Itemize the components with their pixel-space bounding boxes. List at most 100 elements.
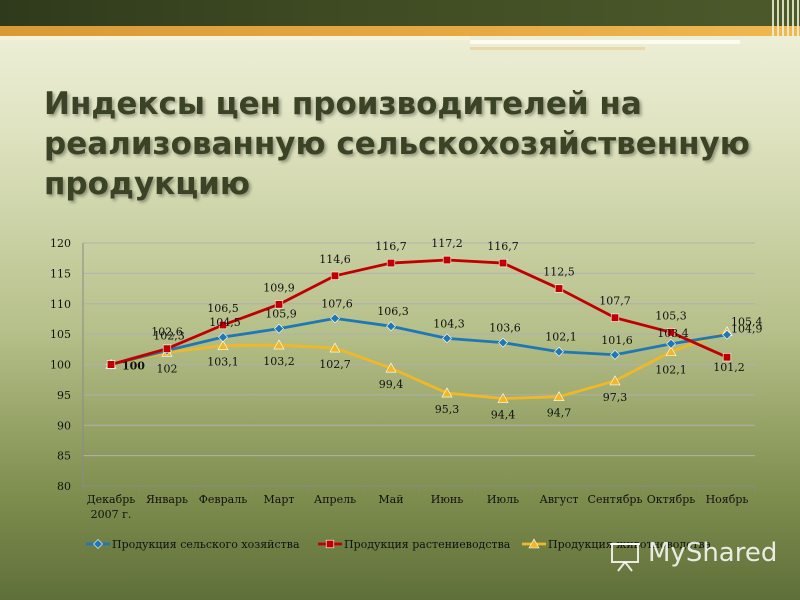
- y-tick-label: 85: [57, 450, 71, 463]
- slide-title: Индексы цен производителей на реализован…: [44, 86, 750, 202]
- point-marker: [93, 539, 103, 549]
- x-tick-label: Октябрь: [647, 493, 696, 506]
- data-label: 117,2: [431, 237, 463, 250]
- point-marker: [329, 342, 341, 353]
- data-label: 101,2: [713, 361, 745, 374]
- point-marker: [162, 344, 172, 353]
- watermark-logo: MyShared: [608, 536, 788, 572]
- data-label: 102,3: [153, 330, 185, 343]
- point-marker: [386, 258, 396, 268]
- y-tick-label: 100: [50, 359, 71, 372]
- x-tick-label: Ноябрь: [706, 493, 749, 506]
- data-label: 104,5: [209, 316, 241, 329]
- data-label: 99,4: [379, 378, 404, 391]
- chart-axes: 80 85 90 95 100 105 110 115 120 Декабрь 2007 г. Янв…: [50, 237, 756, 521]
- data-label: 109,9: [263, 281, 295, 294]
- point-marker: [218, 320, 228, 330]
- chart-series: [105, 255, 733, 403]
- data-label: 103,6: [489, 322, 521, 335]
- y-tick-label: 105: [50, 328, 71, 341]
- point-marker: [666, 328, 676, 337]
- header-stripe: [470, 40, 740, 44]
- x-tick-label: Июль: [487, 493, 519, 506]
- y-tick-label: 90: [57, 419, 71, 432]
- point-marker: [442, 255, 452, 265]
- x-tick-label: Апрель: [314, 493, 356, 506]
- x-tick-label: Сентябрь: [588, 493, 643, 506]
- chart-grid: [83, 242, 755, 487]
- header-band-light: [0, 36, 470, 40]
- point-marker: [385, 362, 397, 373]
- x-tick-label: Февраль: [199, 493, 247, 506]
- point-marker: [722, 329, 732, 340]
- header-band-orange: [0, 26, 800, 36]
- point-marker: [274, 323, 284, 334]
- y-tick-label: 110: [50, 298, 71, 311]
- data-label: 103,4: [657, 327, 689, 340]
- data-label: 95,3: [435, 403, 460, 416]
- header-band-dark: [0, 0, 800, 26]
- data-label: 97,3: [603, 391, 628, 404]
- y-tick-label: 80: [57, 480, 71, 493]
- point-marker: [441, 387, 453, 398]
- point-marker: [666, 338, 676, 349]
- point-marker: [554, 284, 564, 293]
- data-label: 105,4: [731, 316, 763, 329]
- data-label: 102: [157, 362, 178, 375]
- data-label: 102,1: [655, 364, 687, 377]
- point-marker: [386, 321, 396, 332]
- point-marker: [554, 346, 564, 357]
- x-tick-label: Декабрь 2007 г.: [87, 493, 136, 521]
- series-line: [110, 330, 728, 400]
- data-label: 106,3: [377, 305, 409, 318]
- x-tick-label: Июнь: [431, 493, 464, 506]
- point-marker: [217, 340, 229, 350]
- legend-label: Продукция сельского хозяйства: [112, 538, 300, 551]
- x-tick-label: Май: [378, 493, 403, 506]
- data-label: 101,6: [601, 334, 633, 347]
- data-label: 107,7: [599, 295, 631, 308]
- point-marker: [722, 353, 732, 362]
- point-marker: [106, 360, 116, 369]
- point-marker: [665, 346, 677, 357]
- legend-label: Продукция растениеводства: [344, 538, 511, 551]
- legend-item-agriculture: Продукция сельского хозяйства: [86, 538, 300, 551]
- data-label: 116,7: [375, 240, 407, 253]
- point-marker: [497, 392, 509, 403]
- point-marker: [330, 313, 340, 324]
- data-label: 105,3: [655, 309, 687, 322]
- point-marker: [528, 538, 540, 549]
- point-marker: [330, 271, 340, 280]
- series-line: [110, 316, 728, 366]
- point-marker: [498, 258, 508, 268]
- point-marker: [609, 375, 621, 386]
- data-label: 105,9: [265, 308, 297, 321]
- watermark-text: MyShared: [648, 538, 778, 568]
- data-label: 102,1: [545, 331, 577, 344]
- data-label: 116,7: [487, 240, 519, 253]
- chart-data-labels: 100 102,3 104,5 105,9 107,6 106,3 104,3 103,6 10…: [122, 237, 763, 422]
- x-tick-label: Март: [264, 493, 295, 506]
- point-marker: [273, 339, 285, 350]
- legend-item-crop: Продукция растениеводства: [318, 538, 511, 551]
- point-marker: [274, 300, 284, 309]
- chart-legend: Продукция сельского хозяйства Продукция р…: [86, 538, 712, 551]
- data-label: 106,5: [207, 302, 239, 315]
- point-marker: [442, 333, 452, 344]
- data-label: 112,5: [543, 266, 575, 279]
- point-marker: [498, 337, 508, 348]
- data-label: 114,6: [319, 253, 351, 266]
- y-tick-label: 115: [50, 267, 71, 280]
- presentation-icon: [610, 543, 640, 572]
- x-tick-label: Август: [539, 493, 578, 506]
- data-label: 94,4: [491, 409, 516, 422]
- series-line: [110, 258, 728, 366]
- series-agriculture: [106, 313, 732, 370]
- y-tick-label: 95: [57, 389, 71, 402]
- series-crop: [106, 255, 732, 369]
- header-stripe-thin: [470, 47, 645, 50]
- point-marker: [325, 539, 335, 549]
- data-label: 102,6: [151, 326, 183, 339]
- data-label: 94,7: [547, 407, 572, 420]
